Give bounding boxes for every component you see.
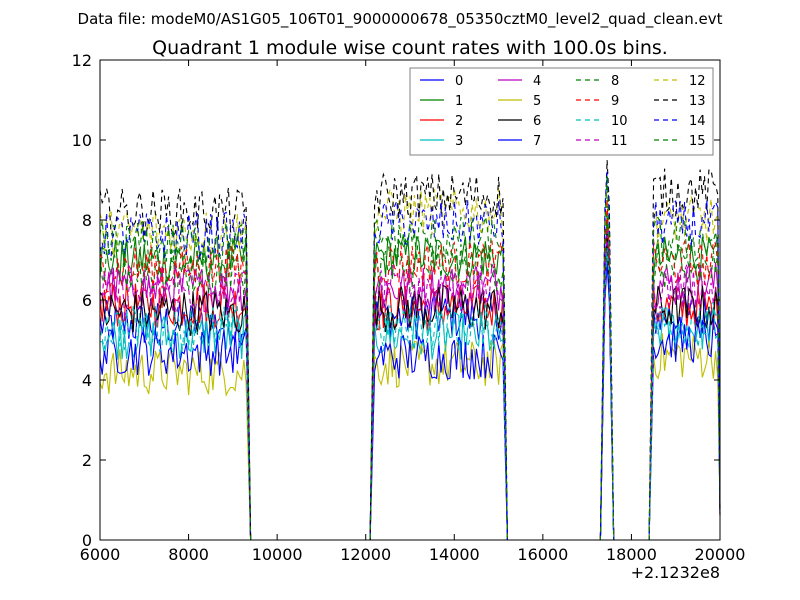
y-tick-label: 0 <box>82 531 92 550</box>
plot-lines <box>99 160 721 541</box>
x-tick-label: 12000 <box>340 545 391 564</box>
series-line-15 <box>99 175 721 541</box>
legend-label-4: 4 <box>533 74 541 89</box>
series-line-14 <box>99 171 721 541</box>
series-line-13 <box>99 160 721 541</box>
series-line-8 <box>99 204 721 541</box>
y-tick-label: 12 <box>72 51 92 70</box>
chart-title: Quadrant 1 module wise count rates with … <box>152 37 668 59</box>
legend-box <box>409 67 714 156</box>
series-line-9 <box>99 198 721 541</box>
x-tick-label: 8000 <box>168 545 209 564</box>
x-axis: 6000 8000 10000 12000 14000 16000 18000 20000 <box>80 60 746 564</box>
series-line-1 <box>99 212 721 541</box>
legend-label-9: 9 <box>611 94 619 109</box>
series-line-12 <box>99 183 721 541</box>
x-tick-label: 16000 <box>517 545 568 564</box>
series-line-2 <box>99 236 721 541</box>
series-line-0 <box>99 252 721 541</box>
y-tick-label: 8 <box>82 211 92 230</box>
legend-label-11: 11 <box>611 134 628 149</box>
y-tick-label: 2 <box>82 451 92 470</box>
series-line-11 <box>99 235 721 541</box>
x-tick-label: 14000 <box>429 545 480 564</box>
legend-label-3: 3 <box>455 134 463 149</box>
legend-label-0: 0 <box>455 74 463 89</box>
legend-label-14: 14 <box>689 114 706 129</box>
legend-label-8: 8 <box>611 74 619 89</box>
series-line-10 <box>99 248 721 541</box>
legend-label-5: 5 <box>533 94 541 109</box>
y-tick-label: 10 <box>72 131 92 150</box>
x-offset-label: +2.1232e8 <box>631 563 720 582</box>
chart-suptitle: Data file: modeM0/AS1G05_106T01_90000006… <box>78 10 723 29</box>
x-tick-label: 10000 <box>252 545 303 564</box>
y-tick-label: 4 <box>82 371 92 390</box>
series-line-3 <box>99 247 721 541</box>
legend-label-10: 10 <box>611 114 628 129</box>
y-tick-label: 6 <box>82 291 92 310</box>
legend-label-7: 7 <box>533 134 541 149</box>
x-tick-label: 18000 <box>606 545 657 564</box>
series-line-5 <box>99 237 721 541</box>
legend-label-12: 12 <box>689 74 706 89</box>
series-line-7 <box>99 263 721 541</box>
series-line-6 <box>99 234 721 541</box>
legend-label-1: 1 <box>455 94 463 109</box>
legend-label-15: 15 <box>689 134 706 149</box>
legend-label-6: 6 <box>533 114 541 129</box>
x-tick-label: 6000 <box>80 545 121 564</box>
x-tick-label: 20000 <box>695 545 746 564</box>
legend-label-2: 2 <box>455 114 463 129</box>
legend-label-13: 13 <box>689 94 706 109</box>
